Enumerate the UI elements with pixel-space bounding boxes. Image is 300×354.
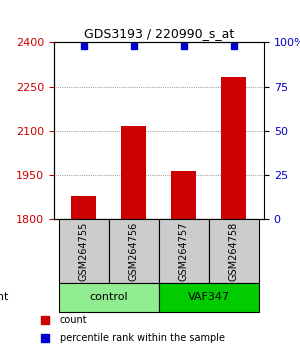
FancyBboxPatch shape <box>159 283 259 312</box>
FancyBboxPatch shape <box>59 283 159 312</box>
Bar <box>172 171 197 219</box>
Title: GDS3193 / 220990_s_at: GDS3193 / 220990_s_at <box>84 27 234 40</box>
Text: control: control <box>90 292 128 302</box>
Text: count: count <box>60 315 88 325</box>
Text: GSM264758: GSM264758 <box>229 222 239 281</box>
Text: GSM264755: GSM264755 <box>79 222 89 281</box>
Text: percentile rank within the sample: percentile rank within the sample <box>60 333 225 343</box>
FancyBboxPatch shape <box>159 219 209 283</box>
Bar <box>71 196 97 219</box>
Text: agent: agent <box>0 292 9 302</box>
Bar <box>122 126 146 219</box>
Bar <box>221 77 247 219</box>
Text: GSM264756: GSM264756 <box>129 222 139 281</box>
FancyBboxPatch shape <box>209 219 259 283</box>
Text: VAF347: VAF347 <box>188 292 230 302</box>
FancyBboxPatch shape <box>59 219 109 283</box>
FancyBboxPatch shape <box>109 219 159 283</box>
Text: GSM264757: GSM264757 <box>179 222 189 281</box>
